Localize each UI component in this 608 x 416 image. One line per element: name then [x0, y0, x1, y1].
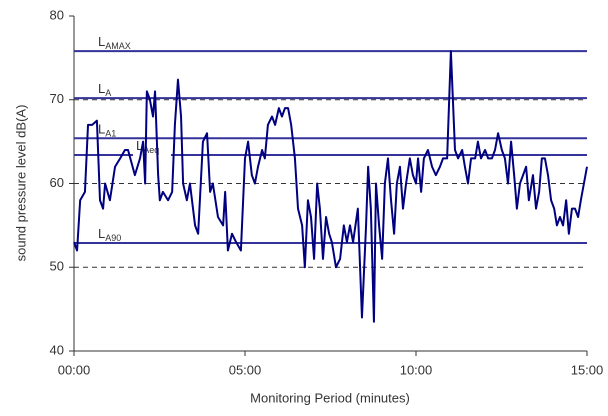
reference-label: LA	[98, 82, 111, 99]
reference-label: LA90	[98, 226, 121, 243]
label-subscript: A	[105, 88, 111, 98]
y-tick-label: 50	[50, 259, 64, 274]
label-subscript: Aeq	[143, 145, 159, 155]
y-axis-label: sound pressure level dB(A)	[13, 105, 28, 262]
label-subscript: A1	[105, 129, 116, 139]
label-subscript: A90	[105, 233, 121, 243]
y-tick-label: 60	[50, 175, 64, 190]
x-tick-label: 10:00	[400, 362, 433, 377]
label-main: L	[98, 122, 105, 137]
reference-label: LA1	[98, 122, 116, 139]
label-main: L	[98, 82, 105, 97]
label-main: L	[98, 226, 105, 241]
x-axis-label: Monitoring Period (minutes)	[250, 390, 410, 405]
label-main: L	[136, 138, 143, 153]
y-tick-label: 70	[50, 91, 64, 106]
x-tick-label: 15:00	[571, 362, 604, 377]
reference-label: LAeq	[136, 138, 159, 155]
label-main: L	[98, 35, 105, 50]
x-tick-label: 00:00	[58, 362, 91, 377]
reference-label: LAMAX	[98, 35, 131, 52]
data-line	[73, 50, 588, 323]
y-tick-label: 80	[50, 7, 64, 22]
y-tick-label: 40	[50, 342, 64, 357]
label-subscript: AMAX	[105, 42, 131, 52]
x-tick-label: 05:00	[229, 362, 262, 377]
